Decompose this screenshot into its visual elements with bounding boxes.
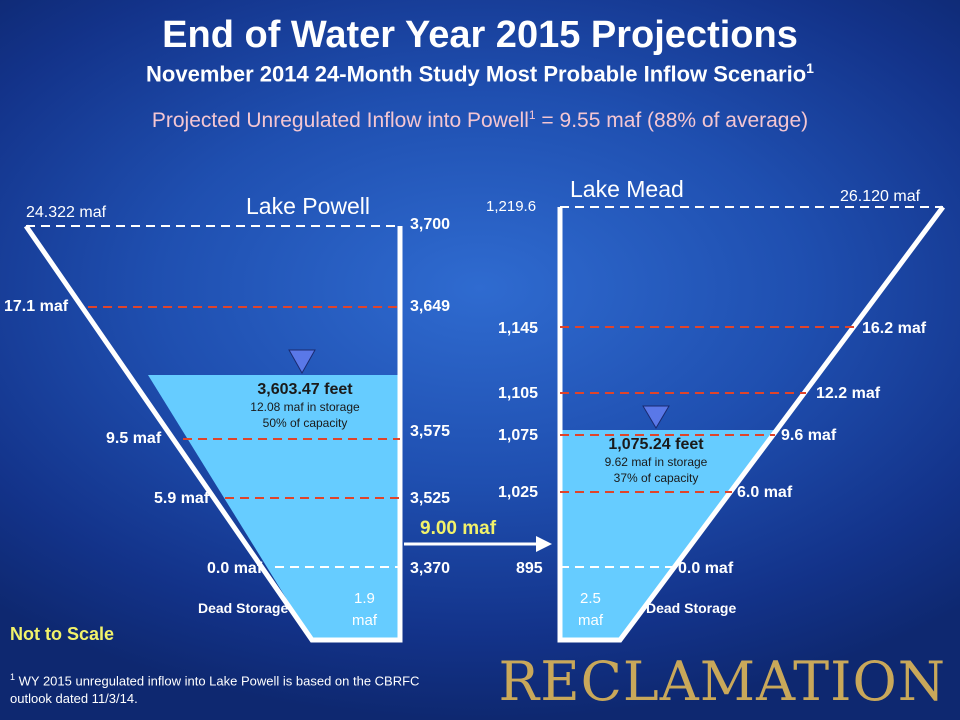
mead-current-annotation: 1,075.24 feet 9.62 maf in storage 37% of… <box>566 436 746 486</box>
powell-current-storage: 12.08 maf in storage <box>250 400 360 414</box>
mead-level-marker <box>642 405 670 429</box>
powell-elevation-3: 3,525 <box>410 490 451 507</box>
inflow-text-post: = 9.55 maf (88% of average) <box>535 109 809 132</box>
mead-top-elevation: 1,219.6 <box>486 198 537 215</box>
transfer-arrow-head <box>536 536 552 552</box>
release-volume-label: 9.00 maf <box>420 518 497 539</box>
powell-elevation-1: 3,649 <box>410 298 451 315</box>
powell-elevation-2: 3,575 <box>410 423 451 440</box>
powell-outline <box>23 224 403 643</box>
powell-storage-4: 0.0 maf <box>207 560 263 577</box>
mead-name: Lake Mead <box>570 176 684 202</box>
mead-storage-4: 6.0 maf <box>737 484 793 501</box>
mead-top-storage: 26.120 maf <box>840 188 921 205</box>
powell-current-annotation: 3,603.47 feet 12.08 maf in storage 50% o… <box>210 381 400 431</box>
powell-level-marker <box>288 349 316 375</box>
powell-storage-3: 5.9 maf <box>154 490 210 507</box>
mead-elevation-5: 895 <box>516 560 543 577</box>
mead-current-storage: 9.62 maf in storage <box>604 455 708 469</box>
powell-storage-1: 17.1 maf <box>4 298 69 315</box>
mead-outline <box>557 205 946 643</box>
mead-elevation-4: 1,025 <box>498 484 539 501</box>
powell-storage-2: 9.5 maf <box>106 430 162 447</box>
powell-current-capacity: 50% of capacity <box>262 416 348 430</box>
footnote: 1 WY 2015 unregulated inflow into Lake P… <box>10 668 450 708</box>
powell-dead-storage-unit: maf <box>352 612 378 629</box>
not-to-scale-note: Not to Scale <box>10 624 115 644</box>
powell-top-elevation: 3,700 <box>410 216 451 233</box>
mead-storage-5: 0.0 maf <box>678 560 734 577</box>
reclamation-logo: RECLAMATION <box>498 650 946 713</box>
footnote-mark: 1 <box>10 672 16 682</box>
mead-elevation-2: 1,105 <box>498 385 539 402</box>
powell-dead-storage-value: 1.9 <box>354 590 375 607</box>
mead-current-elevation: 1,075.24 feet <box>608 436 704 453</box>
powell-elevation-4: 3,370 <box>410 560 451 577</box>
powell-top-storage: 24.322 maf <box>26 204 107 221</box>
powell-current-elevation: 3,603.47 feet <box>257 381 353 398</box>
footnote-text: WY 2015 unregulated inflow into Lake Pow… <box>10 673 420 707</box>
inflow-footnote-mark: 1 <box>528 108 536 122</box>
mead-storage-1: 16.2 maf <box>862 320 927 337</box>
mead-dead-storage-unit: maf <box>578 612 604 629</box>
subtitle-footnote-mark: 1 <box>806 60 814 76</box>
powell-name: Lake Powell <box>246 193 371 219</box>
mead-water <box>560 430 780 640</box>
inflow-text-pre: Projected Unregulated Inflow into Powell <box>151 109 529 132</box>
subtitle-text: November 2014 24-Month Study Most Probab… <box>146 61 807 87</box>
mead-dead-storage-label: Dead Storage <box>646 600 737 616</box>
mead-dead-storage-value: 2.5 <box>580 590 601 607</box>
page-title: End of Water Year 2015 Projections <box>162 14 798 56</box>
powell-dead-storage-label: Dead Storage <box>198 600 289 616</box>
page-subtitle: November 2014 24-Month Study Most Probab… <box>0 60 960 87</box>
mead-elevation-1: 1,145 <box>498 320 539 337</box>
mead-storage-3: 9.6 maf <box>781 427 837 444</box>
inflow-statement: Projected Unregulated Inflow into Powell… <box>0 108 960 133</box>
mead-storage-2: 12.2 maf <box>816 385 881 402</box>
mead-current-capacity: 37% of capacity <box>613 471 699 485</box>
mead-elevation-3: 1,075 <box>498 427 539 444</box>
powell-water <box>148 375 400 640</box>
